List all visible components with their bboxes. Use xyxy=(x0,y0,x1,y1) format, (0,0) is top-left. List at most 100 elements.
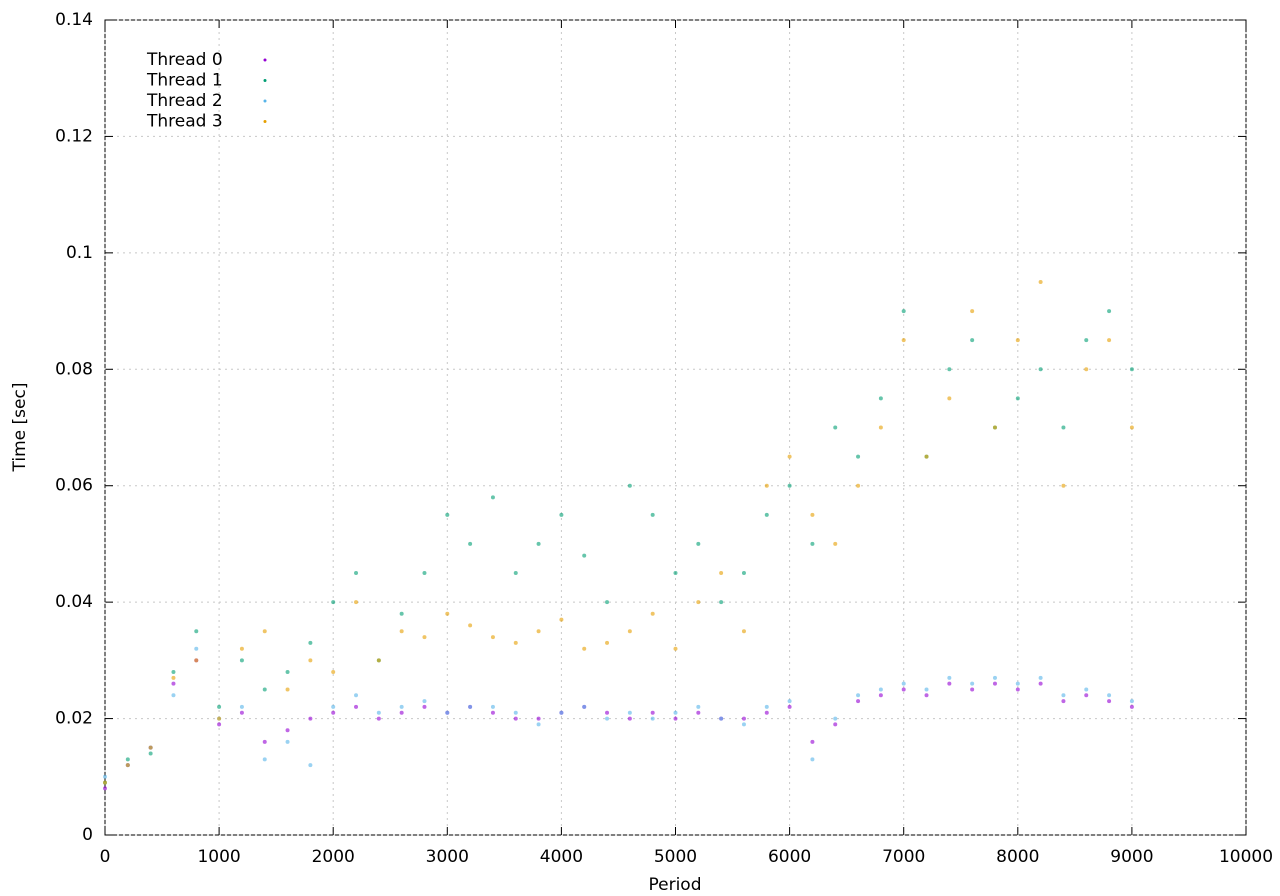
point xyxy=(148,751,153,756)
point xyxy=(696,710,701,715)
x-tick-label: 0 xyxy=(100,847,111,867)
x-tick-label: 5000 xyxy=(654,847,697,867)
point xyxy=(217,722,222,727)
point xyxy=(1129,425,1134,430)
point xyxy=(582,553,587,558)
legend-swatch xyxy=(263,79,267,82)
point xyxy=(605,640,610,645)
point xyxy=(627,716,632,721)
point xyxy=(1084,338,1089,343)
y-tick-label: 0 xyxy=(82,825,93,845)
point xyxy=(285,728,290,733)
point xyxy=(1061,699,1066,704)
point xyxy=(856,699,861,704)
y-tick-label: 0.12 xyxy=(55,126,93,146)
point xyxy=(445,611,450,616)
point xyxy=(422,699,427,704)
point xyxy=(331,710,336,715)
point xyxy=(878,396,883,401)
point xyxy=(194,646,199,651)
point xyxy=(856,454,861,459)
point xyxy=(125,763,130,768)
point xyxy=(1038,279,1043,284)
point xyxy=(103,780,107,785)
point xyxy=(627,483,632,488)
point xyxy=(970,338,975,343)
point xyxy=(194,629,199,634)
point xyxy=(308,763,313,768)
point xyxy=(741,716,746,721)
point xyxy=(239,704,244,709)
point xyxy=(354,600,359,605)
point xyxy=(627,710,632,715)
point xyxy=(992,675,997,680)
point xyxy=(1084,687,1089,692)
point xyxy=(399,710,404,715)
point xyxy=(308,658,313,663)
point xyxy=(308,716,313,721)
point xyxy=(1015,396,1020,401)
y-tick-label: 0.04 xyxy=(55,592,93,612)
point xyxy=(376,716,381,721)
point xyxy=(924,687,929,692)
point xyxy=(103,786,107,791)
point xyxy=(239,658,244,663)
legend-swatch xyxy=(263,99,267,103)
y-tick-label: 0.02 xyxy=(55,709,93,729)
legend-swatch xyxy=(263,120,267,123)
point xyxy=(833,722,838,727)
point xyxy=(171,681,176,686)
y-tick-label: 0.06 xyxy=(55,476,93,496)
x-tick-label: 4000 xyxy=(540,847,583,867)
point xyxy=(354,693,359,698)
point xyxy=(285,739,290,744)
point xyxy=(262,757,267,762)
point xyxy=(239,710,244,715)
x-tick-label: 6000 xyxy=(768,847,811,867)
point xyxy=(490,710,495,715)
point xyxy=(787,483,792,488)
point xyxy=(536,716,541,721)
point xyxy=(741,629,746,634)
point xyxy=(1038,675,1043,680)
point xyxy=(673,646,678,651)
point xyxy=(559,617,564,622)
point xyxy=(536,629,541,634)
point xyxy=(103,774,107,779)
point xyxy=(445,710,450,715)
point xyxy=(696,704,701,709)
point xyxy=(422,635,427,640)
point xyxy=(354,571,359,576)
point xyxy=(1038,367,1043,372)
point xyxy=(924,693,929,698)
point xyxy=(673,716,678,721)
point xyxy=(947,367,952,372)
point xyxy=(1084,367,1089,372)
x-tick-label: 10000 xyxy=(1219,847,1273,867)
point xyxy=(125,757,130,762)
y-tick-label: 0.08 xyxy=(55,359,93,379)
point xyxy=(468,623,473,628)
point xyxy=(1061,483,1066,488)
legend-label: Thread 2 xyxy=(146,91,223,111)
point xyxy=(856,483,861,488)
point xyxy=(1107,699,1112,704)
legend-label: Thread 0 xyxy=(146,50,223,70)
point xyxy=(490,635,495,640)
point xyxy=(719,716,724,721)
point xyxy=(399,611,404,616)
point xyxy=(787,704,792,709)
point xyxy=(992,425,997,430)
point xyxy=(331,670,336,674)
point xyxy=(992,681,997,686)
point xyxy=(650,710,655,715)
point xyxy=(901,338,906,343)
point xyxy=(559,512,564,517)
point xyxy=(399,629,404,634)
x-tick-label: 2000 xyxy=(312,847,355,867)
point xyxy=(673,571,678,576)
point xyxy=(1084,693,1089,698)
point xyxy=(354,704,359,709)
point xyxy=(856,693,861,698)
